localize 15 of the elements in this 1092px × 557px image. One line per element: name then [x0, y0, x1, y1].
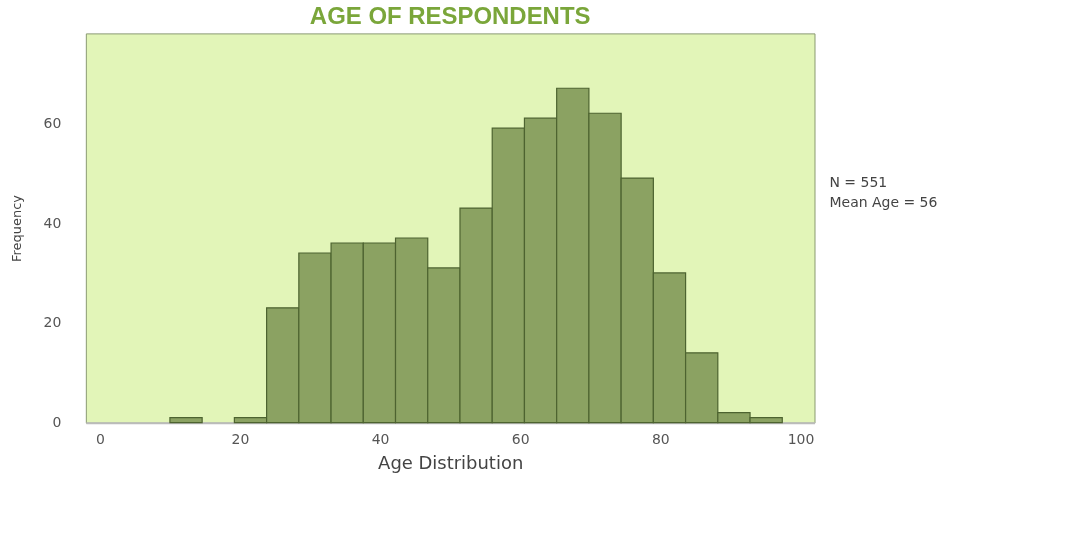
x-tick-label: 40 — [371, 431, 390, 448]
y-axis-title: Frequency — [8, 194, 24, 263]
x-tick-label: 60 — [511, 431, 530, 448]
text: N = 551 — [829, 174, 888, 191]
x-tick-label: 20 — [231, 431, 250, 448]
y-tick-label: 0 — [52, 414, 62, 431]
x-tick-label: 100 — [787, 431, 815, 448]
x-tick-label: 0 — [95, 431, 105, 448]
text: Mean Age = 56 — [829, 193, 938, 210]
y-tick-label: 60 — [43, 114, 62, 131]
y-tick-label: 20 — [43, 314, 62, 331]
y-tick-label: 40 — [43, 214, 62, 231]
x-tick-label: 80 — [651, 431, 670, 448]
chart-title: AGE OF RESPONDENTS — [309, 2, 591, 30]
x-axis-title: Age Distribution — [378, 452, 524, 474]
